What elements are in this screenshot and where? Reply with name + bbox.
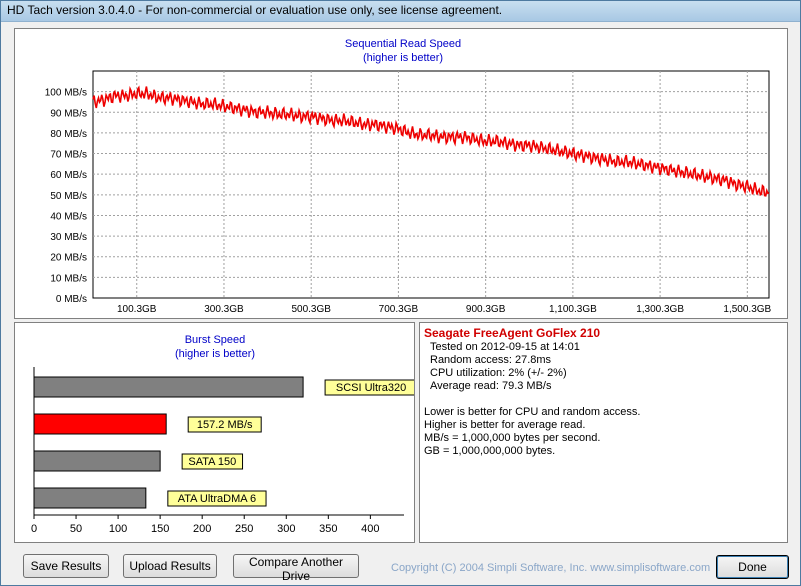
read-y-tick-label: 10 MB/s bbox=[50, 273, 87, 284]
read-chart-subtitle: (higher is better) bbox=[363, 52, 443, 64]
read-x-ticks: 100.3GB 300.3GB 500.3GB 700.3GB 900.3GB 1,100… bbox=[117, 304, 772, 315]
read-y-tick-label: 0 MB/s bbox=[56, 294, 87, 305]
burst-x-ticks: 0 50 100 150 200 250 300 350 400 bbox=[31, 515, 380, 535]
read-y-ticks: 0 MB/s 10 MB/s 20 MB/s 30 MB/s 40 MB/s 50 MB/… bbox=[45, 88, 87, 305]
burst-x-tick-label: 150 bbox=[151, 523, 169, 535]
burst-bar-label: SATA 150 bbox=[188, 456, 236, 468]
burst-x-tick-label: 50 bbox=[70, 523, 82, 535]
burst-chart-subtitle: (higher is better) bbox=[175, 348, 255, 360]
tested-on: Tested on 2012-09-15 at 14:01 bbox=[430, 341, 580, 353]
burst-speed-chart: Burst Speed (higher is better) SCSI Ultr… bbox=[31, 334, 418, 535]
read-plot-area bbox=[92, 70, 770, 299]
read-y-tick-label: 70 MB/s bbox=[50, 150, 87, 161]
note-read: Higher is better for average read. bbox=[424, 419, 586, 431]
drive-name: Seagate FreeAgent GoFlex 210 bbox=[424, 326, 601, 340]
burst-bar-label-box bbox=[167, 490, 267, 507]
read-x-tick-label: 900.3GB bbox=[466, 304, 506, 315]
burst-bar-label-box bbox=[187, 416, 262, 433]
save-results-button[interactable]: Save Results bbox=[23, 554, 109, 578]
burst-speed-panel: Burst Speed (higher is better) SCSI Ultr… bbox=[14, 322, 418, 543]
read-y-tick-label: 100 MB/s bbox=[45, 88, 87, 99]
read-y-tick-label: 60 MB/s bbox=[50, 170, 87, 181]
read-chart-title: Sequential Read Speed bbox=[345, 38, 461, 50]
burst-bar-label-box bbox=[181, 453, 244, 470]
burst-chart-title: Burst Speed bbox=[185, 334, 246, 346]
read-y-tick-label: 40 MB/s bbox=[50, 211, 87, 222]
burst-x-tick-label: 350 bbox=[319, 523, 337, 535]
window-title: HD Tach version 3.0.4.0 - For non-commer… bbox=[7, 3, 503, 17]
title-bar[interactable]: HD Tach version 3.0.4.0 - For non-commer… bbox=[1, 1, 800, 22]
burst-bar-label: ATA UltraDMA 6 bbox=[178, 493, 256, 505]
read-y-tick-label: 50 MB/s bbox=[50, 191, 87, 202]
compare-another-drive-button[interactable]: Compare Another Drive bbox=[233, 554, 359, 583]
read-y-tick-label: 20 MB/s bbox=[50, 253, 87, 264]
read-x-tick-label: 700.3GB bbox=[379, 304, 419, 315]
burst-x-tick-label: 250 bbox=[235, 523, 253, 535]
burst-x-tick-label: 100 bbox=[109, 523, 127, 535]
read-x-tick-label: 1,500.3GB bbox=[723, 304, 771, 315]
read-series-line bbox=[92, 85, 770, 197]
read-x-tick-label: 1,300.3GB bbox=[636, 304, 684, 315]
burst-x-tick-label: 300 bbox=[277, 523, 295, 535]
read-x-tick-label: 300.3GB bbox=[204, 304, 244, 315]
read-y-tick-label: 80 MB/s bbox=[50, 129, 87, 140]
read-y-tick-label: 90 MB/s bbox=[50, 108, 87, 119]
burst-bar bbox=[33, 413, 167, 435]
note-mbs: MB/s = 1,000,000 bytes per second. bbox=[424, 432, 601, 444]
note-gb: GB = 1,000,000,000 bytes. bbox=[424, 445, 556, 457]
burst-x-tick-label: 400 bbox=[361, 523, 379, 535]
random-access: Random access: 27.8ms bbox=[430, 354, 552, 366]
sequential-read-panel: Sequential Read Speed (higher is better)… bbox=[14, 28, 788, 319]
cpu-utilization: CPU utilization: 2% (+/- 2%) bbox=[430, 367, 567, 379]
burst-bars: SCSI Ultra320 157.2 MB/s SATA 150 ATA Ultra… bbox=[33, 376, 418, 509]
burst-bar-label: SCSI Ultra320 bbox=[336, 382, 406, 394]
note-cpu: Lower is better for CPU and random acces… bbox=[424, 406, 641, 418]
burst-bar bbox=[33, 487, 147, 509]
read-series bbox=[92, 85, 770, 197]
sequential-read-chart: Sequential Read Speed (higher is better)… bbox=[45, 38, 772, 315]
burst-x-tick-label: 0 bbox=[31, 523, 37, 535]
read-grid bbox=[93, 71, 769, 298]
read-x-tick-label: 500.3GB bbox=[291, 304, 331, 315]
burst-bar bbox=[33, 450, 161, 472]
upload-results-button[interactable]: Upload Results bbox=[123, 554, 217, 578]
read-x-tick-label: 100.3GB bbox=[117, 304, 157, 315]
read-y-tick-label: 30 MB/s bbox=[50, 232, 87, 243]
done-button[interactable]: Done bbox=[716, 555, 789, 579]
burst-bar bbox=[33, 376, 304, 398]
burst-bar-label: 157.2 MB/s bbox=[197, 419, 253, 431]
burst-x-tick-label: 200 bbox=[193, 523, 211, 535]
drive-info-panel: Seagate FreeAgent GoFlex 210 Tested on 2… bbox=[419, 322, 788, 543]
average-read: Average read: 79.3 MB/s bbox=[430, 380, 552, 392]
read-x-tick-label: 1,100.3GB bbox=[549, 304, 597, 315]
copyright-text: Copyright (C) 2004 Simpli Software, Inc.… bbox=[391, 562, 711, 574]
